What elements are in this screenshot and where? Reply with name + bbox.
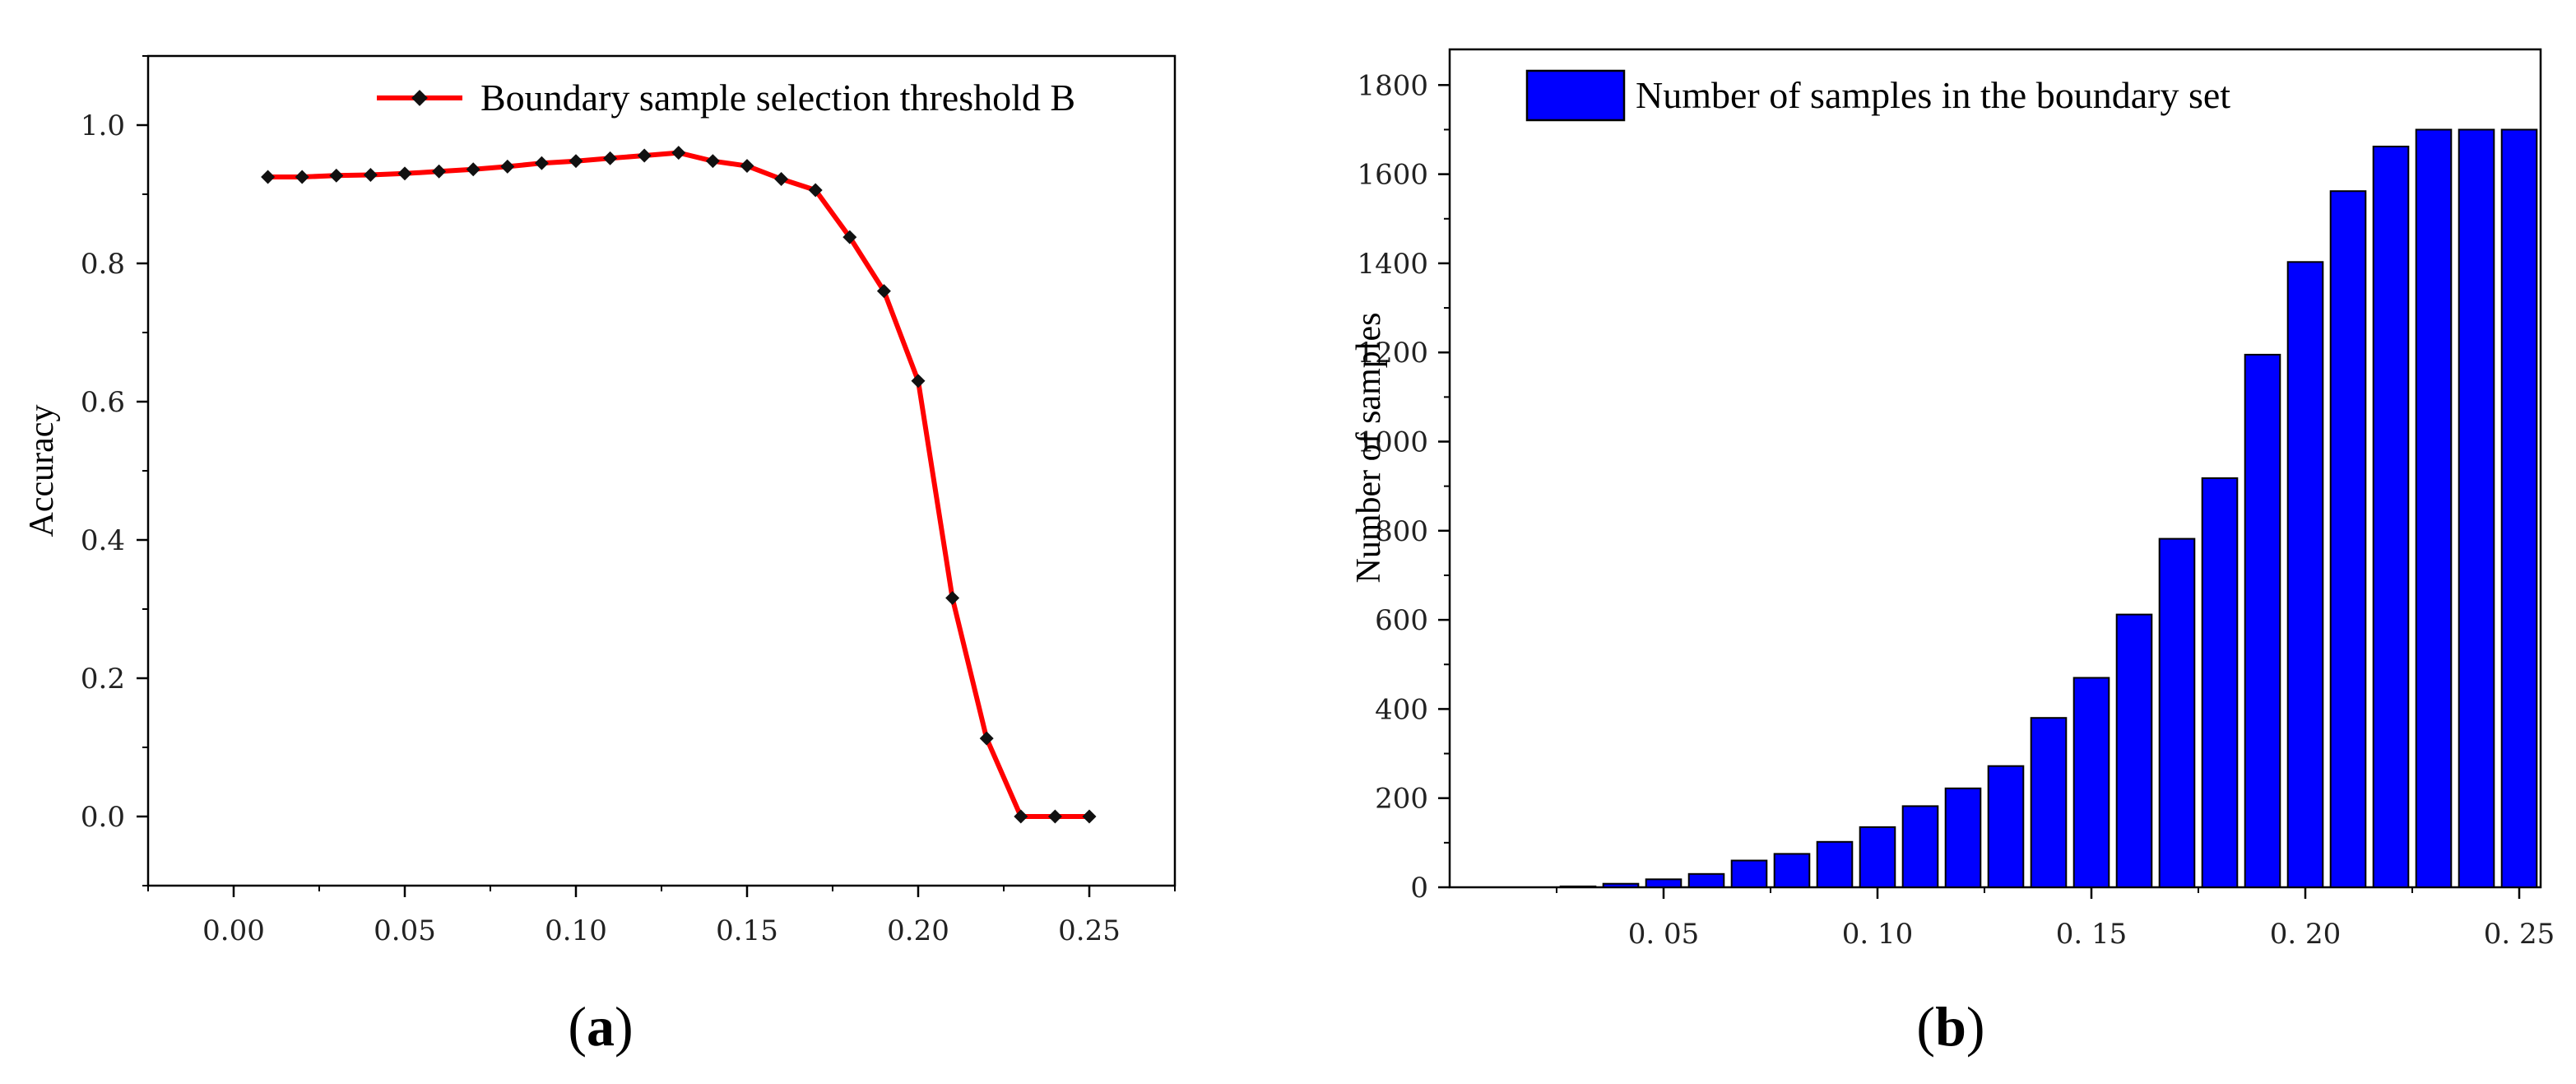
x-tick-label-b: 0. 10 [1842, 918, 1914, 951]
y-tick-label-b: 1000 [1357, 426, 1428, 459]
x-tick-label-a: 0.15 [716, 914, 778, 947]
y-axis-title-a: Accuracy [23, 405, 61, 537]
data-point [569, 154, 583, 169]
legend-a: Boundary sample selection threshold B [377, 77, 1075, 119]
panel-label-a: (a) [568, 995, 633, 1058]
accuracy-line [267, 150, 1089, 819]
data-point [774, 172, 789, 187]
data-point [1047, 809, 1062, 824]
data-point [363, 167, 378, 182]
data-point [466, 162, 480, 177]
x-tick-label-a: 0.05 [374, 914, 436, 947]
data-point [740, 159, 754, 174]
x-tick-label-b: 0. 20 [2270, 918, 2342, 951]
y-tick-labels-a: 0.0 0.2 0.4 0.6 0.8 1.0 [81, 109, 125, 834]
x-tick-label-b: 0. 05 [1628, 918, 1700, 951]
bar [2072, 677, 2110, 888]
bar [1987, 765, 2025, 889]
bar [2030, 717, 2068, 889]
x-tick-labels-a: 0.00 0.05 0.10 0.15 0.20 0.25 [202, 914, 1121, 947]
data-point [295, 170, 309, 184]
y-tick-label-a: 0.6 [81, 386, 125, 419]
data-point [705, 154, 720, 169]
data-point [1082, 809, 1097, 824]
y-tick-label-a: 1.0 [81, 109, 125, 142]
data-point [397, 166, 412, 181]
bar [1773, 853, 1811, 889]
data-point [911, 374, 926, 388]
legend-label-b: Number of samples in the boundary set [1636, 74, 2230, 116]
data-point [637, 148, 652, 163]
bar [1730, 859, 1768, 888]
y-tick-label-b: 1400 [1357, 248, 1428, 281]
bar [1687, 872, 1725, 889]
y-tick-label-a: 0.8 [81, 248, 125, 281]
legend-label-a: Boundary sample selection threshold B [480, 77, 1075, 119]
data-point [534, 156, 549, 170]
y-axis-title-b: Number of samples [1350, 313, 1388, 584]
legend-b: Number of samples in the boundary set [1525, 69, 2230, 122]
bar [2372, 146, 2410, 888]
data-point [945, 591, 960, 606]
y-tick-label-b: 200 [1375, 783, 1428, 816]
bar [2115, 613, 2153, 888]
bar [2458, 128, 2495, 888]
y-tick-label-a: 0.2 [81, 663, 125, 696]
legend-swatch-b [1525, 69, 1626, 122]
y-tick-label-b: 600 [1375, 604, 1428, 637]
data-point [432, 164, 447, 179]
y-tick-label-a: 0.0 [81, 801, 125, 834]
bar [2286, 261, 2324, 888]
y-tick-label-b: 800 [1375, 515, 1428, 548]
x-tick-label-b: 0. 15 [2056, 918, 2128, 951]
data-point [979, 731, 994, 746]
data-point [1014, 809, 1028, 824]
data-point [500, 159, 515, 174]
y-tick-label-b: 1200 [1357, 337, 1428, 370]
ticks-a [137, 55, 1176, 897]
x-tick-label-a: 0.00 [202, 914, 265, 947]
bar [1645, 878, 1683, 889]
y-tick-label-a: 0.4 [81, 524, 125, 557]
x-tick-labels-b: 0. 05 0. 10 0. 15 0. 20 0. 25 [1628, 918, 2555, 951]
bar [1944, 787, 1982, 888]
bar [1816, 840, 1854, 888]
x-tick-label-a: 0.25 [1058, 914, 1121, 947]
y-tick-label-b: 400 [1375, 693, 1428, 726]
bar [1559, 885, 1597, 889]
data-point [671, 146, 686, 161]
x-tick-label-a: 0.20 [887, 914, 949, 947]
y-tick-labels-b: 0 200 400 600 800 1000 1200 1400 1600 1800 [1357, 69, 1428, 905]
data-point [329, 168, 344, 183]
y-tick-label-b: 1600 [1357, 159, 1428, 192]
bar [2500, 128, 2538, 888]
bar [1602, 882, 1640, 888]
legend-marker-a [411, 90, 428, 106]
bar [2329, 190, 2367, 888]
data-point [808, 183, 823, 198]
accuracy-points [261, 146, 1097, 824]
x-tick-label-b: 0. 25 [2484, 918, 2555, 951]
bars-b [1559, 128, 2538, 889]
bar [2158, 537, 2196, 888]
bar [2415, 128, 2453, 888]
bar [1901, 805, 1939, 889]
y-tick-label-b: 1800 [1357, 69, 1428, 102]
data-point [261, 170, 276, 184]
x-tick-label-a: 0.10 [545, 914, 607, 947]
chart-a: 0.00.20.40.60.81.0 0.00 0.05 0.10 0.15 0.20 0… [23, 54, 1177, 1058]
bar [1859, 826, 1896, 889]
data-point [603, 151, 618, 165]
y-tick-label-b: 0 [1410, 872, 1428, 905]
panel-label-b: (b) [1916, 995, 1984, 1058]
bar [2244, 353, 2281, 888]
ticks-b [1438, 84, 2521, 899]
bar [2201, 477, 2239, 889]
